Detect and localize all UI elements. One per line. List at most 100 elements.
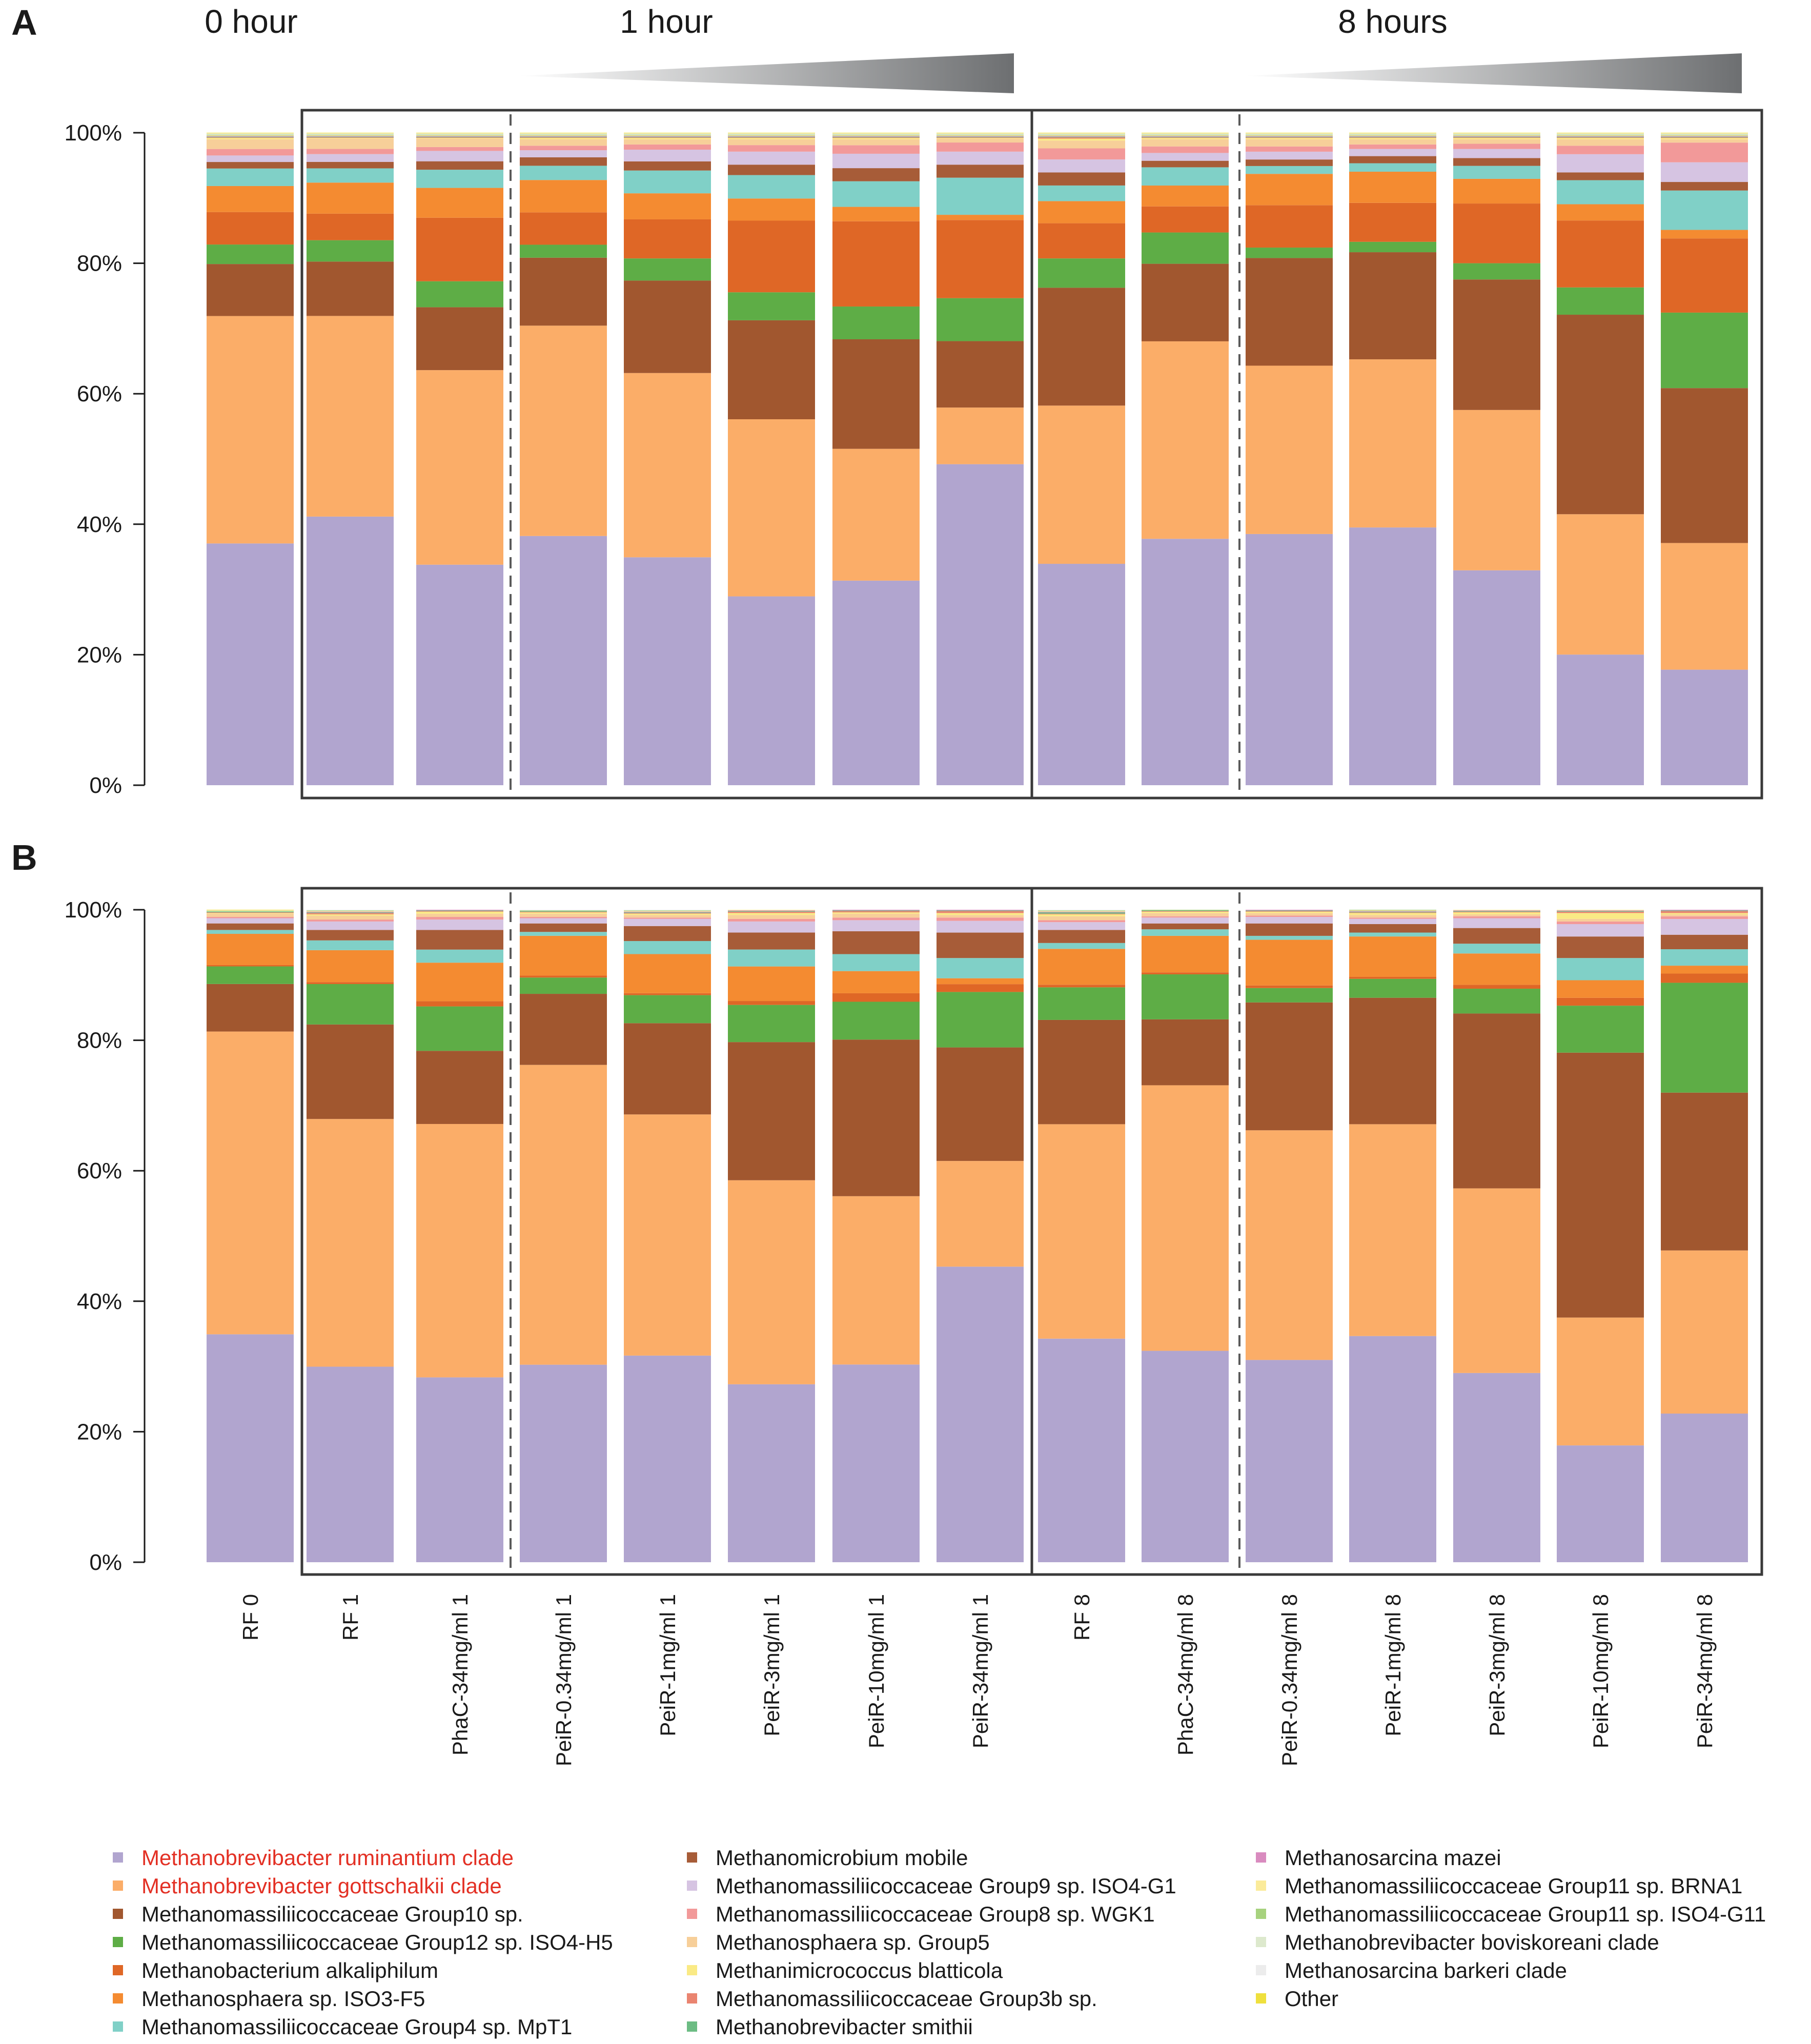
bar-segment-methanobacterium-alkaliphilum bbox=[1349, 976, 1436, 979]
time-label-8-hours: 8 hours bbox=[1338, 3, 1447, 40]
bar-segment-methanomassiliicoccaceae-group3b-sp bbox=[1038, 137, 1125, 139]
legend-label: Methanomassiliicoccaceae Group9 sp. ISO4… bbox=[716, 1874, 1176, 1898]
legend-label: Methanobrevibacter ruminantium clade bbox=[141, 1846, 514, 1870]
bar-segment-methanomassiliicoccaceae-group8-sp-wgk1 bbox=[728, 145, 815, 152]
bar-segment-methanomassiliicoccaceae-group12-sp-iso4-h5 bbox=[1349, 978, 1436, 998]
bar-segment-methanobrevibacter-ruminantium-clade bbox=[520, 1364, 607, 1562]
bar-segment-methanomassiliicoccaceae-group10-sp bbox=[307, 1024, 394, 1119]
legend-swatch bbox=[1256, 1881, 1266, 1891]
bar-segment-methanobrevibacter-gottschalkii-clade bbox=[520, 325, 607, 536]
bar-segment-methanobacterium-alkaliphilum bbox=[520, 212, 607, 245]
bar-segment-methanomassiliicoccaceae-group10-sp bbox=[1557, 1052, 1644, 1318]
bar-segment-methanomassiliicoccaceae-group10-sp bbox=[832, 339, 920, 449]
bar-segment-methanosarcina-mazei bbox=[728, 910, 815, 911]
bar-segment-methanomassiliicoccaceae-group12-sp-iso4-h5 bbox=[1038, 987, 1125, 1020]
panel-label-a: A bbox=[11, 3, 37, 43]
bar-segment-methanosphaera-sp-iso3-f5 bbox=[416, 963, 503, 1001]
bar-segment-methanobacterium-alkaliphilum bbox=[1661, 973, 1748, 983]
bar-segment-methanomassiliicoccaceae-group11-sp-iso4-g11 bbox=[624, 910, 711, 911]
bar-segment-methanomassiliicoccaceae-group10-sp bbox=[1661, 1092, 1748, 1251]
bar-segment-methanosphaera-sp-iso3-f5 bbox=[1038, 201, 1125, 223]
bar-segment-methanobacterium-alkaliphilum bbox=[1038, 985, 1125, 988]
bar-segment-methanomassiliicoccaceae-group3b-sp bbox=[1557, 911, 1644, 913]
bar-segment-methanobrevibacter-ruminantium-clade bbox=[416, 564, 503, 785]
legend-swatch bbox=[1256, 1937, 1266, 1947]
bar-segment-methanosphaera-sp-group5 bbox=[416, 138, 503, 147]
bar-segment-methanobrevibacter-smithii bbox=[832, 910, 920, 911]
bar-segment-methanosphaera-sp-iso3-f5 bbox=[1661, 966, 1748, 974]
bar-segment-methanimicrococcus-blatticola bbox=[624, 138, 711, 139]
bar-segment-methanomassiliicoccaceae-group4-sp-mpt1 bbox=[520, 166, 607, 180]
bar-segment-methanobrevibacter-gottschalkii-clade bbox=[1246, 1130, 1333, 1360]
bar-segment-methanobrevibacter-ruminantium-clade bbox=[1661, 669, 1748, 785]
bar-segment-methanomassiliicoccaceae-group4-sp-mpt1 bbox=[520, 932, 607, 936]
x-tick-label: PeiR-10mg/ml 8 bbox=[1589, 1594, 1613, 1748]
bar-segment-methanomassiliicoccaceae-group12-sp-iso4-h5 bbox=[416, 1006, 503, 1051]
bar-segment-methanomassiliicoccaceae-group11-sp-brna1 bbox=[1661, 135, 1748, 136]
bar-segment-methanomassiliicoccaceae-group9-sp-iso4-g1 bbox=[832, 920, 920, 932]
x-tick-label: PhaC-34mg/ml 1 bbox=[448, 1594, 472, 1755]
bar-segment-methanosphaera-sp-group5 bbox=[832, 139, 920, 146]
bar-segment-methanimicrococcus-blatticola bbox=[1453, 138, 1540, 139]
bar-segment-methanomassiliicoccaceae-group11-sp-iso4-g11 bbox=[307, 910, 394, 911]
legend-swatch bbox=[113, 1993, 123, 2004]
bar-segment-methanomassiliicoccaceae-group4-sp-mpt1 bbox=[1453, 944, 1540, 954]
bar-segment-methanomassiliicoccaceae-group8-sp-wgk1 bbox=[1661, 142, 1748, 162]
bar-segment-methanomicrobium-mobile bbox=[1038, 930, 1125, 943]
bar-segment-methanosarcina-barkeri-clade bbox=[416, 133, 503, 134]
bar-segment-methanosphaera-sp-iso3-f5 bbox=[624, 193, 711, 219]
bar-segment-methanomassiliicoccaceae-group9-sp-iso4-g1 bbox=[520, 918, 607, 924]
bar-segment-methanosphaera-sp-iso3-f5 bbox=[1142, 935, 1229, 973]
bar-segment-methanomassiliicoccaceae-group9-sp-iso4-g1 bbox=[1453, 918, 1540, 928]
concentration-wedge-1-hour bbox=[518, 53, 1014, 93]
bar-segment-methanomassiliicoccaceae-group12-sp-iso4-h5 bbox=[207, 244, 294, 264]
bar-segment-methanomassiliicoccaceae-group10-sp bbox=[520, 257, 607, 326]
bar-segment-methanomassiliicoccaceae-group8-sp-wgk1 bbox=[1142, 146, 1229, 153]
bar-segment-methanomicrobium-mobile bbox=[1246, 923, 1333, 936]
bar-segment-methanobrevibacter-gottschalkii-clade bbox=[624, 1114, 711, 1356]
bar-segment-methanomassiliicoccaceae-group9-sp-iso4-g1 bbox=[1661, 162, 1748, 182]
bar-segment-methanobrevibacter-gottschalkii-clade bbox=[1349, 1124, 1436, 1336]
legend-swatch bbox=[113, 2021, 123, 2032]
legend-label: Methanomicrobium mobile bbox=[716, 1846, 968, 1870]
bar-segment-methanosarcina-barkeri-clade bbox=[1453, 133, 1540, 134]
bar-segment-methanomassiliicoccaceae-group9-sp-iso4-g1 bbox=[1661, 918, 1748, 935]
bar-segment-methanimicrococcus-blatticola bbox=[1661, 913, 1748, 914]
y-tick-label: 80% bbox=[77, 1028, 122, 1053]
bar-segment-methanomassiliicoccaceae-group10-sp bbox=[416, 1051, 503, 1124]
bar-segment-methanobrevibacter-smithii bbox=[416, 910, 503, 911]
legend-label: Methanosarcina mazei bbox=[1285, 1846, 1501, 1870]
bar-segment-methanobrevibacter-boviskoreani-clade bbox=[1661, 134, 1748, 135]
bar-segment-methanomassiliicoccaceae-group11-sp-brna1 bbox=[937, 135, 1024, 136]
bar-segment-methanomicrobium-mobile bbox=[728, 165, 815, 175]
y-tick-label: 80% bbox=[77, 251, 122, 276]
bar-segment-methanosphaera-sp-group5 bbox=[207, 913, 294, 917]
bar-segment-methanomassiliicoccaceae-group12-sp-iso4-h5 bbox=[1246, 248, 1333, 258]
bar-segment-methanobrevibacter-gottschalkii-clade bbox=[1142, 1085, 1229, 1351]
bar-segment-methanomassiliicoccaceae-group8-sp-wgk1 bbox=[1349, 144, 1436, 149]
bar-segment-methanomassiliicoccaceae-group4-sp-mpt1 bbox=[1349, 932, 1436, 937]
bar-segment-methanomassiliicoccaceae-group10-sp bbox=[207, 984, 294, 1032]
bar-segment-methanomassiliicoccaceae-group11-sp-brna1 bbox=[307, 135, 394, 136]
legend: Methanobrevibacter ruminantium clade Meth… bbox=[113, 1844, 1804, 2039]
bar-segment-methanobacterium-alkaliphilum bbox=[1453, 203, 1540, 263]
bar-segment-methanobrevibacter-smithii bbox=[307, 912, 394, 913]
bar-segment-methanosphaera-sp-group5 bbox=[207, 139, 294, 149]
bar-segment-methanomassiliicoccaceae-group10-sp bbox=[1453, 1013, 1540, 1189]
bar-segment-methanosarcina-mazei bbox=[1349, 911, 1436, 912]
bar-segment-methanobrevibacter-gottschalkii-clade bbox=[520, 1065, 607, 1365]
bar-segment-methanomassiliicoccaceae-group3b-sp bbox=[1557, 137, 1644, 138]
bar-segment-methanomassiliicoccaceae-group4-sp-mpt1 bbox=[728, 949, 815, 967]
legend-swatch bbox=[1256, 1965, 1266, 1975]
bar-segment-methanosphaera-sp-group5 bbox=[728, 139, 815, 146]
y-tick-label: 0% bbox=[89, 773, 122, 798]
bar-segment-methanobrevibacter-gottschalkii-clade bbox=[307, 316, 394, 517]
bar-segment-methanobacterium-alkaliphilum bbox=[937, 220, 1024, 298]
bar-segment-methanomassiliicoccaceae-group10-sp bbox=[1661, 388, 1748, 543]
bar-segment-methanosphaera-sp-group5 bbox=[832, 913, 920, 918]
bar-segment-methanimicrococcus-blatticola bbox=[520, 138, 607, 139]
bar-segment-methanobrevibacter-boviskoreani-clade bbox=[207, 134, 294, 135]
bar-segment-methanomassiliicoccaceae-group4-sp-mpt1 bbox=[1349, 163, 1436, 172]
bar-segment-methanomicrobium-mobile bbox=[1349, 924, 1436, 933]
legend-label: Methanomassiliicoccaceae Group10 sp. bbox=[141, 1902, 523, 1926]
